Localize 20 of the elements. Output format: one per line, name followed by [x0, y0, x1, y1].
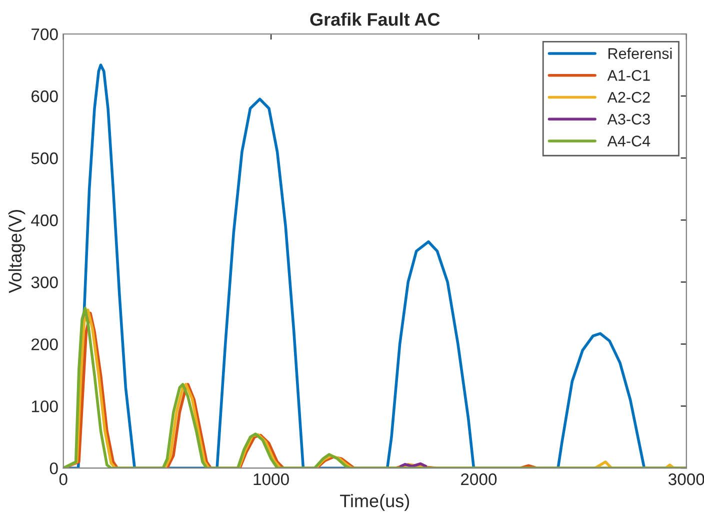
y-tick-label: 700 [32, 28, 58, 40]
x-tick-label: 3000 [668, 473, 704, 486]
legend-label: A3-C3 [607, 114, 650, 125]
legend-label: A4-C4 [607, 136, 650, 146]
y-axis-title: Voltage(V) [8, 210, 26, 294]
x-tick-label: 1000 [254, 473, 289, 486]
legend-label: A2-C2 [607, 92, 650, 103]
x-tick-label: 2000 [461, 473, 497, 486]
y-tick-label: 400 [31, 214, 58, 226]
y-tick-label: 500 [31, 152, 58, 164]
y-tick-label: 200 [32, 338, 58, 350]
y-tick-label: 0 [50, 462, 58, 474]
legend-label: A1-C1 [607, 70, 650, 81]
y-tick-label: 300 [31, 276, 58, 288]
legend-label: Referensi [608, 48, 672, 59]
y-tick-label: 600 [32, 90, 58, 102]
chart-title: Grafik Fault AC [310, 12, 440, 26]
x-tick-label: 0 [59, 473, 68, 486]
x-axis-title: Time(us) [340, 494, 410, 511]
y-tick-label: 100 [32, 400, 58, 412]
